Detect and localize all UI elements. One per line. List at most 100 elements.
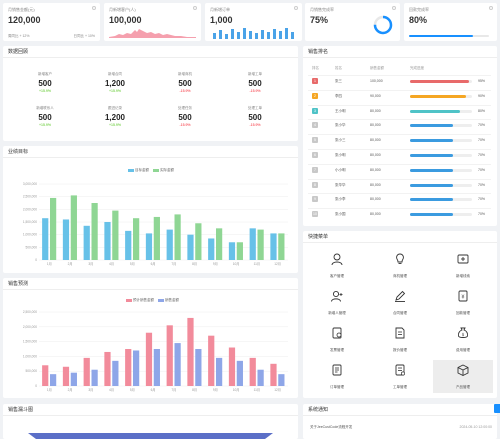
bar-销售金额[interactable] [91,369,98,386]
bar-销售金额[interactable] [195,349,202,386]
bar-目标金额[interactable] [125,230,132,260]
overview-item[interactable]: 新增客户 500 +15.9% [15,72,75,93]
y-tick-label: 0 [35,384,37,388]
quick-item[interactable]: 发票管理 [307,323,367,356]
stat-card-customers: 月新增客户(人) 100,000 [104,3,201,41]
bar-目标金额[interactable] [187,234,194,260]
bar-实际金额[interactable] [49,197,57,260]
bar-预计销售金额[interactable] [104,351,111,386]
bar-实际金额[interactable] [70,195,77,260]
overview-change: -15.9% [249,89,261,93]
bar-销售金额[interactable] [278,374,285,386]
bar-预计销售金额[interactable] [228,347,236,386]
bar-目标金额[interactable] [145,233,153,260]
notice-item[interactable]: 关于JeeCustCode流程开发 2024-05-10 12:00:00 [310,425,492,430]
rank-name: 张小明 [335,153,346,157]
ranking-row: 10 张小国 80,000 70% [308,208,491,220]
overview-item[interactable]: 处理任务 500 -15.9% [155,106,215,127]
bar-销售金额[interactable] [236,360,243,386]
rank-percent: 95% [478,79,486,83]
bar-销售金额[interactable] [132,350,140,386]
info-icon[interactable] [92,6,96,10]
info-icon[interactable] [193,6,197,10]
info-icon[interactable] [392,6,396,10]
quick-label: 新增线索 [456,274,470,278]
bar-实际金额[interactable] [112,210,119,260]
quick-item[interactable]: 产品管理 [433,360,493,393]
info-icon[interactable] [489,6,493,10]
rank-amount: 80,000 [370,197,381,202]
quick-item[interactable]: $ 费用管理 [433,323,493,356]
y-tick-label: 1,000,000 [23,354,37,358]
bar-实际金额[interactable] [153,216,160,260]
quick-item[interactable]: 客户管理 [307,249,367,282]
overview-item[interactable]: 新增商机 500 -15.9% [155,72,215,93]
chart-legend: 预计销售金额 销售金额 [126,298,179,303]
bar-预计销售金额[interactable] [166,325,173,386]
bar-销售金额[interactable] [215,357,223,386]
overview-item[interactable]: 处理工单 500 -15.9% [225,106,285,127]
quick-item[interactable]: 订单管理 [307,360,367,393]
quick-item[interactable]: 新增人管理 [307,286,367,319]
bar-目标金额[interactable] [166,229,173,260]
bar-实际金额[interactable] [257,229,264,260]
scroll-top-button[interactable] [494,404,500,413]
quick-item[interactable]: 新增线索 [433,249,493,282]
bar-销售金额[interactable] [257,369,264,386]
overview-item[interactable]: 新增联系人 500 +15.9% [15,106,75,127]
bar-预计销售金额[interactable] [62,366,70,386]
rank-amount: 80,000 [370,212,381,217]
quick-item[interactable]: ¥ 回款管理 [433,286,493,319]
bar-预计销售金额[interactable] [208,335,215,386]
ranking-row: 1 张三 100,000 95% [308,75,491,87]
rank-badge: 4 [312,122,318,129]
bar-销售金额[interactable] [49,374,57,386]
bar-目标金额[interactable] [208,238,215,260]
rank-progress-track [410,139,472,143]
info-icon[interactable] [294,6,298,10]
pen-icon [395,290,406,302]
bar-目标金额[interactable] [270,233,277,260]
bar-销售金额[interactable] [112,360,119,386]
bar-实际金额[interactable] [236,242,243,260]
rank-progress-track [410,213,472,217]
bar-预计销售金额[interactable] [187,317,194,386]
bar-目标金额[interactable] [83,225,90,260]
bar-预计销售金额[interactable] [145,332,153,386]
bar-实际金额[interactable] [174,214,181,260]
quick-item[interactable]: 合同管理 [370,286,430,319]
rank-name: 张小国 [335,212,346,217]
bar-实际金额[interactable] [132,218,140,260]
bar-实际金额[interactable] [91,203,98,260]
bar-预计销售金额[interactable] [42,365,49,386]
bar-销售金额[interactable] [174,343,181,386]
overview-item[interactable]: 新增工单 500 -15.9% [225,72,285,93]
bar-目标金额[interactable] [104,222,111,260]
x-tick-label: 2月 [68,388,73,392]
bar-预计销售金额[interactable] [83,357,90,386]
rank-amount: 100,000 [370,79,383,83]
y-tick-label: 2,000,000 [23,207,37,211]
rank-percent: 70% [478,182,486,187]
bar-销售金额[interactable] [153,349,160,386]
bar-实际金额[interactable] [278,233,285,260]
y-tick-label: 2,500,000 [23,195,37,199]
bar-目标金额[interactable] [228,242,236,260]
rank-amount: 80,000 [370,108,381,113]
bar-预计销售金额[interactable] [249,357,256,386]
bar-目标金额[interactable] [62,219,70,260]
bar-预计销售金额[interactable] [270,363,277,386]
overview-item[interactable]: 跟进记录 1,200 +15.9% [85,106,145,127]
overview-item[interactable]: 新增合同 1,200 +15.9% [85,72,145,93]
bar-实际金额[interactable] [215,228,223,260]
bar-实际金额[interactable] [195,223,202,260]
bar-目标金额[interactable] [42,218,49,260]
quick-item[interactable]: 报价管理 [370,323,430,356]
bar-目标金额[interactable] [249,228,256,260]
invoice-icon [332,327,342,339]
quick-item[interactable]: 商机管理 [370,249,430,282]
bar-销售金额[interactable] [70,372,77,386]
quick-item[interactable]: 工单管理 [370,360,430,393]
x-tick-label: 3月 [88,388,93,392]
bar-预计销售金额[interactable] [125,349,132,386]
